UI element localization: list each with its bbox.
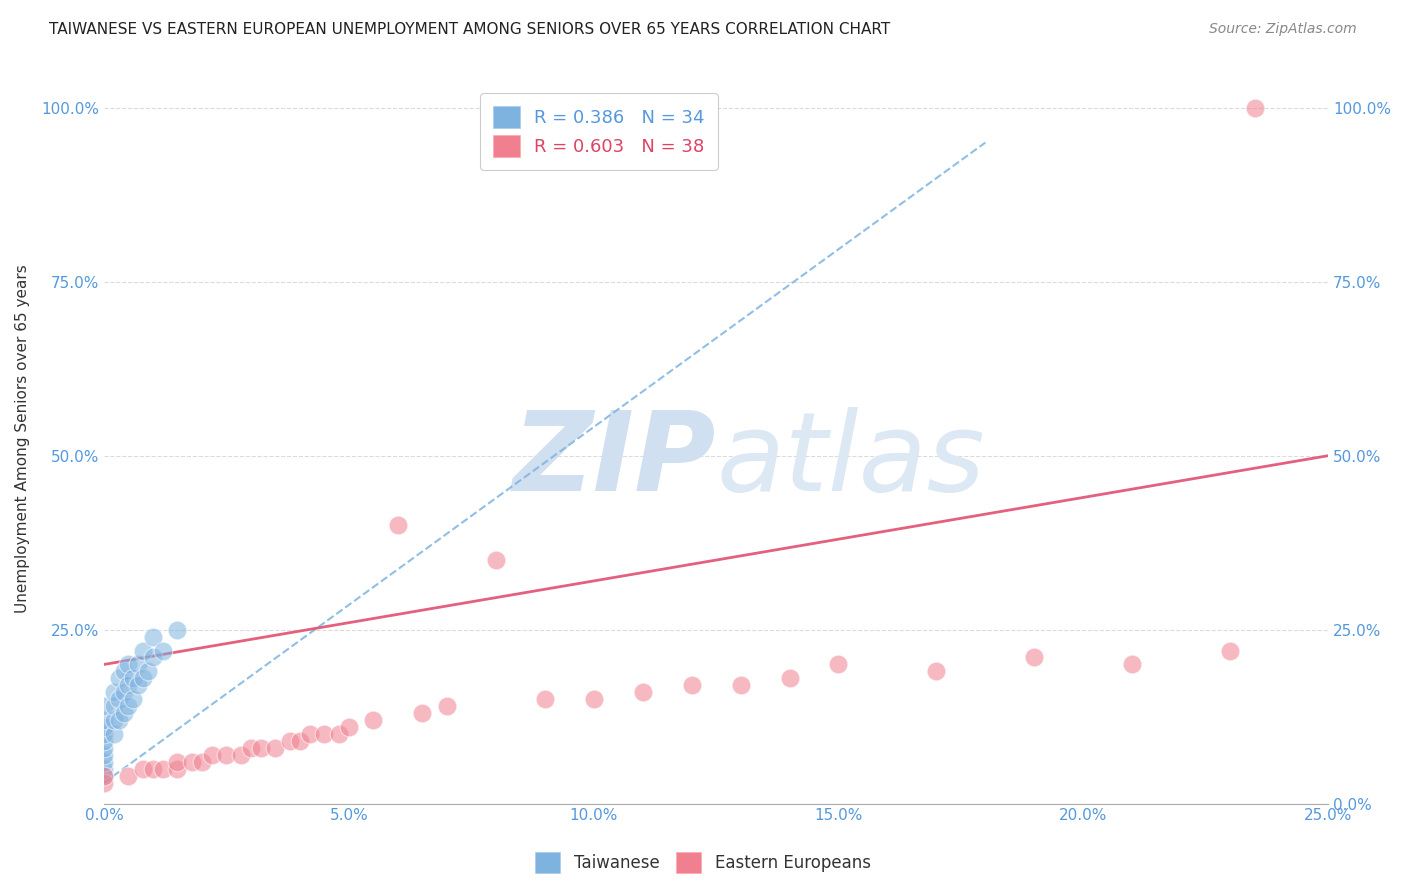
Point — [533, 692, 555, 706]
Point — [582, 692, 605, 706]
Point — [103, 727, 125, 741]
Point — [925, 665, 948, 679]
Point — [361, 713, 384, 727]
Point — [107, 692, 129, 706]
Point — [411, 706, 433, 721]
Point — [215, 747, 238, 762]
Point — [112, 665, 135, 679]
Point — [166, 755, 188, 769]
Point — [117, 678, 139, 692]
Point — [239, 741, 262, 756]
Point — [117, 657, 139, 672]
Point — [152, 762, 174, 776]
Point — [485, 553, 508, 567]
Point — [117, 769, 139, 783]
Point — [107, 672, 129, 686]
Point — [730, 678, 752, 692]
Point — [103, 699, 125, 714]
Point — [436, 699, 458, 714]
Point — [142, 762, 165, 776]
Point — [132, 672, 155, 686]
Point — [112, 706, 135, 721]
Point — [93, 755, 115, 769]
Text: ZIP: ZIP — [513, 407, 716, 514]
Point — [127, 657, 149, 672]
Point — [166, 623, 188, 637]
Point — [93, 720, 115, 734]
Point — [93, 776, 115, 790]
Point — [249, 741, 271, 756]
Point — [328, 727, 350, 741]
Point — [191, 755, 214, 769]
Point — [112, 685, 135, 699]
Point — [152, 643, 174, 657]
Point — [779, 672, 801, 686]
Point — [278, 734, 301, 748]
Point — [103, 685, 125, 699]
Point — [127, 678, 149, 692]
Point — [166, 762, 188, 776]
Point — [93, 769, 115, 783]
Point — [229, 747, 252, 762]
Point — [122, 672, 145, 686]
Point — [93, 769, 115, 783]
Point — [1121, 657, 1143, 672]
Point — [314, 727, 336, 741]
Point — [122, 692, 145, 706]
Point — [103, 713, 125, 727]
Point — [181, 755, 204, 769]
Point — [93, 699, 115, 714]
Point — [387, 518, 409, 533]
Point — [93, 727, 115, 741]
Point — [264, 741, 287, 756]
Point — [337, 720, 360, 734]
Point — [681, 678, 703, 692]
Point — [107, 713, 129, 727]
Legend: Taiwanese, Eastern Europeans: Taiwanese, Eastern Europeans — [529, 846, 877, 880]
Point — [631, 685, 654, 699]
Legend: R = 0.386   N = 34, R = 0.603   N = 38: R = 0.386 N = 34, R = 0.603 N = 38 — [481, 93, 717, 169]
Point — [117, 699, 139, 714]
Point — [1243, 101, 1265, 115]
Point — [1219, 643, 1241, 657]
Point — [132, 762, 155, 776]
Text: TAIWANESE VS EASTERN EUROPEAN UNEMPLOYMENT AMONG SENIORS OVER 65 YEARS CORRELATI: TAIWANESE VS EASTERN EUROPEAN UNEMPLOYME… — [49, 22, 890, 37]
Point — [93, 747, 115, 762]
Point — [132, 643, 155, 657]
Point — [201, 747, 224, 762]
Text: Source: ZipAtlas.com: Source: ZipAtlas.com — [1209, 22, 1357, 37]
Point — [142, 630, 165, 644]
Y-axis label: Unemployment Among Seniors over 65 years: Unemployment Among Seniors over 65 years — [15, 264, 30, 613]
Point — [93, 734, 115, 748]
Point — [288, 734, 311, 748]
Point — [93, 741, 115, 756]
Point — [93, 713, 115, 727]
Text: atlas: atlas — [716, 407, 984, 514]
Point — [136, 665, 159, 679]
Point — [298, 727, 321, 741]
Point — [827, 657, 849, 672]
Point — [93, 762, 115, 776]
Point — [142, 650, 165, 665]
Point — [1024, 650, 1046, 665]
